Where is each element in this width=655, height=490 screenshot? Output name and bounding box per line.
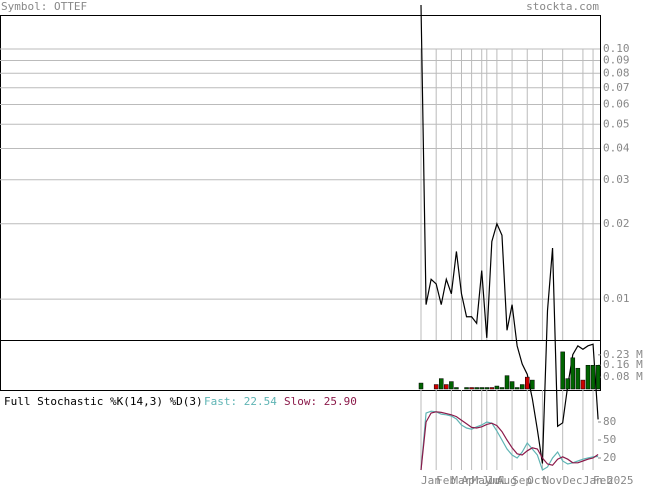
volume-bar (499, 387, 505, 390)
volume-bar (449, 381, 454, 390)
y-tick-label: 0.04 (603, 142, 630, 155)
volume-bar (509, 381, 515, 390)
line (420, 410, 599, 471)
volume-bar (575, 367, 581, 390)
volume-bar (469, 387, 474, 390)
volume-bar (595, 364, 601, 390)
line (420, 411, 599, 471)
y-tick-label: 0.02 (603, 217, 630, 230)
y-tick-label: 0.08 (603, 66, 630, 79)
symbol: Symbol: OTTEF (1, 0, 87, 13)
volume-bar (570, 357, 576, 390)
volume-bar (525, 376, 530, 390)
x-tick-label: Oct (527, 474, 547, 486)
x-tick-label: Sep (512, 474, 532, 486)
volume-bar (560, 351, 565, 390)
y-tick-label: 20 (603, 451, 616, 464)
volume-bar (530, 379, 535, 390)
volume-bar (444, 384, 449, 390)
volume-bar (433, 384, 439, 390)
volume-bar (590, 364, 596, 390)
volume-bar (484, 387, 490, 390)
site: stockta.com (526, 0, 599, 13)
x-tick-label: Mar (451, 474, 471, 486)
y-tick-label: 0.06 (603, 98, 630, 111)
y-tick-label: 50 (603, 433, 616, 446)
volume-bar (438, 378, 444, 390)
volume-bar (565, 378, 570, 390)
x-tick-label: Jan (421, 474, 441, 486)
volume-bar (580, 379, 586, 390)
x-tick-label: Nov (542, 474, 562, 486)
legend-slow: Slow: 25.90 (284, 395, 357, 408)
volume-bar (454, 387, 459, 390)
y-tick-label: 80 (603, 415, 616, 428)
x-tick-label: Aug (497, 474, 517, 486)
stoch-title: Full Stochastic %K(14,3) %D(3) (4, 395, 203, 408)
y-tick-label: 0.16 M (603, 358, 643, 371)
volume-bar (504, 375, 510, 390)
volume-bar (519, 384, 525, 390)
legend-fast: Fast: 22.54 (204, 395, 277, 408)
x-tick-label: Feb (593, 474, 613, 486)
y-tick-label: 0.08 M (603, 370, 643, 383)
y-tick-label: 0.10 (603, 42, 630, 55)
y-tick-label: 0.09 (603, 53, 630, 66)
y-tick-label: 0.05 (603, 117, 630, 130)
x-tick-label: Feb (436, 474, 456, 486)
x-tick-label: Apr (461, 474, 481, 486)
volume-bar (479, 387, 484, 390)
volume-bar (585, 364, 591, 390)
volume-bar (474, 387, 479, 390)
x-tick-label: Jan (583, 474, 603, 486)
volume-bar (418, 382, 424, 390)
x-year-label: 2025 (607, 474, 634, 486)
x-tick-label: Jul (487, 474, 507, 486)
x-tick-label: Dec (563, 474, 583, 486)
y-tick-label: 0.01 (603, 292, 630, 305)
volume-bar (464, 387, 469, 390)
volume-bar (489, 387, 495, 390)
x-tick-label: May (472, 474, 492, 486)
volume-bar (494, 385, 500, 390)
volume-bar (514, 387, 520, 390)
y-tick-label: 0.07 (603, 81, 630, 94)
y-tick-label: 0.03 (603, 173, 630, 186)
y-tick-label: 0.23 M (603, 348, 643, 361)
x-tick-label: Jun (482, 474, 502, 486)
